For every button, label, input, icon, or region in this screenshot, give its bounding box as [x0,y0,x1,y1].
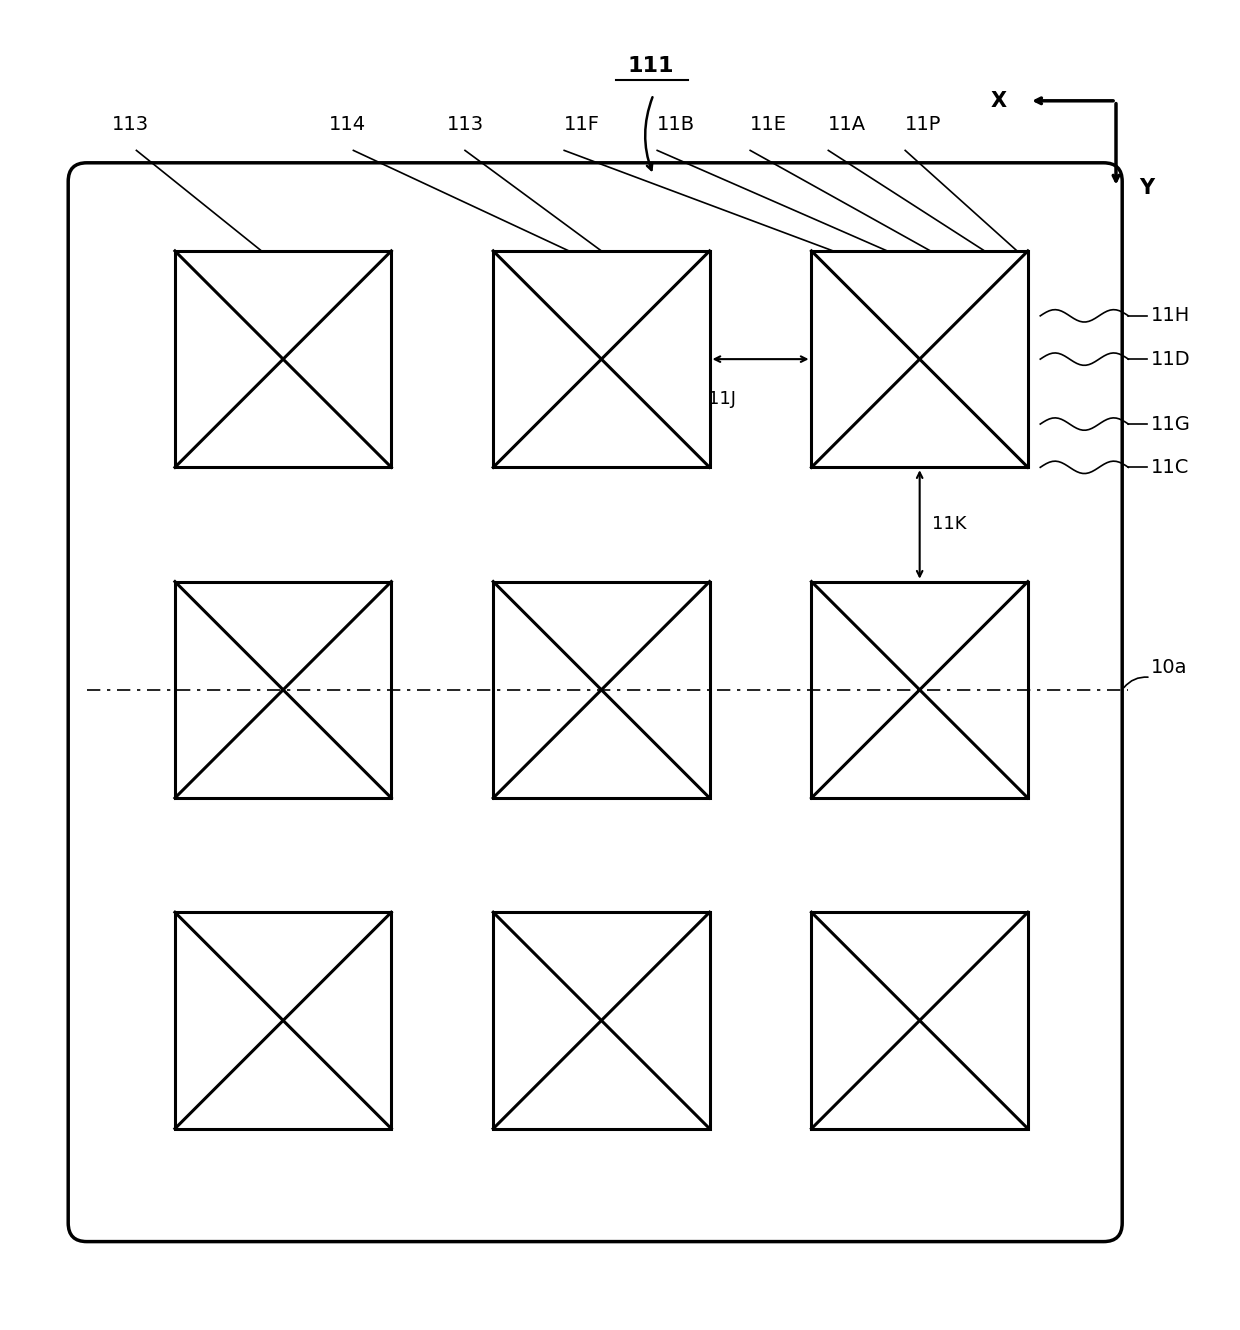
Text: 11A: 11A [828,116,867,134]
Text: X: X [990,90,1007,110]
Text: 10a: 10a [1151,658,1187,677]
Text: 11H: 11H [1151,306,1190,326]
Text: 113: 113 [446,116,484,134]
Text: 11K: 11K [932,516,966,533]
Text: 11G: 11G [1151,415,1190,434]
Text: 11E: 11E [750,116,787,134]
Text: 113: 113 [112,116,149,134]
Text: 11J: 11J [708,390,735,408]
Text: 11B: 11B [657,116,696,134]
Text: 11C: 11C [1151,458,1189,477]
Text: 11D: 11D [1151,350,1190,368]
Text: 114: 114 [329,116,366,134]
Text: 111: 111 [627,56,675,76]
Text: Y: Y [1140,178,1154,198]
Text: 11F: 11F [564,116,600,134]
Text: 11P: 11P [905,116,941,134]
